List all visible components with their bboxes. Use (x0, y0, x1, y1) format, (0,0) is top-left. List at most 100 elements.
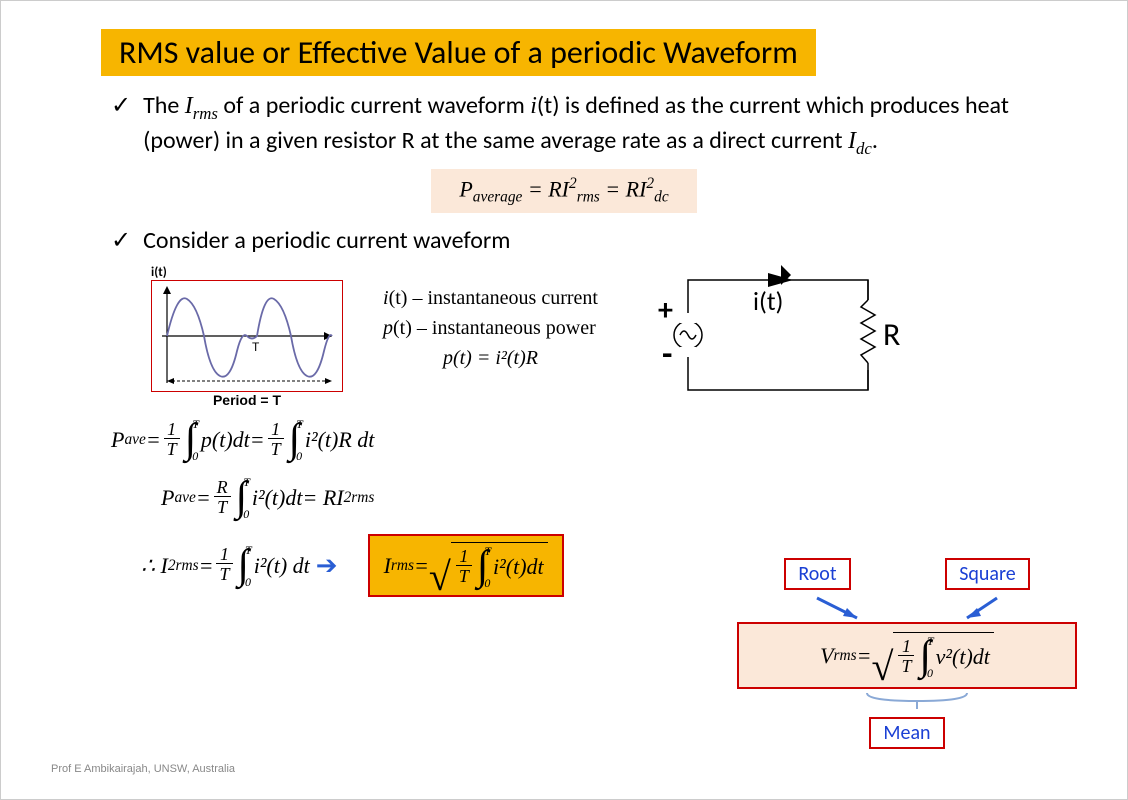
middle-row: i(t) T Period = T i(t) – instantaneous c… (151, 265, 1077, 410)
txt: 0 (927, 667, 934, 679)
txt: = (414, 553, 429, 579)
txt: 0 (245, 576, 252, 588)
brace-icon (737, 689, 1077, 711)
check-icon: ✓ (111, 90, 131, 122)
txt: R (214, 478, 231, 497)
txt: i²(t)R dt (305, 427, 375, 453)
txt: 1 (164, 420, 180, 439)
arrow-icon: ➔ (316, 551, 338, 581)
txt: = (196, 485, 211, 511)
txt: i²(t) dt (254, 553, 310, 579)
square-tag: Square (945, 558, 1029, 590)
derivation-block: Pave = 1T ∫T0 p(t)dt = 1T ∫T0 i²(t)R dt … (111, 418, 691, 597)
vrms-equation: Vrms = √ 1T ∫T0 v²(t)dt (737, 622, 1077, 689)
waveform-figure: i(t) T Period = T (151, 265, 343, 408)
txt: = RI (522, 176, 569, 201)
txt: T (243, 476, 250, 488)
txt: T (216, 564, 232, 586)
svg-text:-: - (662, 334, 672, 375)
bullet-2-text: Consider a periodic current waveform (143, 225, 510, 257)
txt: P (161, 485, 174, 511)
power-eq: p(t) = i²(t)R (383, 343, 598, 373)
txt: = (146, 427, 161, 453)
txt: i²(t)dt (252, 485, 303, 511)
svg-text:i(t): i(t) (753, 285, 783, 317)
txt: 1 (216, 545, 232, 564)
txt: = (857, 643, 872, 669)
circuit-diagram: + - i(t) R (618, 265, 908, 410)
txt: T (192, 418, 199, 430)
slide: RMS value or Effective Value of a period… (0, 0, 1128, 800)
bullet-1: ✓ The Irms of a periodic current wavefor… (111, 90, 1037, 161)
period-label: Period = T (151, 392, 343, 408)
txt: 1 (898, 637, 914, 656)
slide-title: RMS value or Effective Value of a period… (101, 29, 816, 76)
txt: rms (391, 557, 414, 575)
txt: = RI (600, 176, 647, 201)
txt: p(t)dt (201, 427, 250, 453)
txt: 2 (569, 175, 577, 192)
txt: 0 (296, 450, 303, 462)
txt: 0 (192, 450, 199, 462)
txt: = (199, 553, 214, 579)
txt: I (848, 128, 856, 154)
svg-text:T: T (252, 340, 260, 354)
txt: rms (193, 104, 218, 123)
txt: (t) (389, 287, 408, 309)
root-tag: Root (784, 558, 850, 590)
txt: I (384, 553, 391, 579)
txt: ∴ I (141, 553, 168, 579)
txt: I (185, 93, 193, 119)
equation-paverage: Paverage = RI2rms = RI2dc (51, 169, 1077, 213)
txt: The (143, 91, 185, 120)
txt: = RI (302, 485, 343, 511)
txt: dc (654, 189, 669, 206)
txt: = (250, 427, 265, 453)
txt: T (484, 545, 491, 557)
txt: ave (174, 489, 195, 507)
txt: i²(t)dt (493, 554, 544, 580)
txt: rms (351, 489, 374, 507)
txt: dc (856, 139, 872, 158)
vrms-panel: Root Square Vrms = √ 1T ∫T0 v²(t)dt (737, 558, 1077, 749)
txt: 0 (484, 577, 491, 589)
txt: i (530, 93, 537, 119)
txt: T (268, 439, 284, 461)
txt: – instantaneous power (412, 317, 596, 339)
bullet-2: ✓ Consider a periodic current waveform (111, 225, 1037, 257)
txt: T (898, 656, 914, 678)
deriv-line-1: Pave = 1T ∫T0 p(t)dt = 1T ∫T0 i²(t)R dt (111, 418, 691, 462)
txt: . (872, 126, 878, 155)
txt: 2 (646, 175, 654, 192)
deriv-line-2: Pave = RT ∫T0 i²(t)dt = RI2rms (161, 476, 691, 520)
txt: T (296, 418, 303, 430)
txt: T (456, 566, 472, 588)
svg-text:+: + (658, 292, 673, 329)
txt: T (164, 439, 180, 461)
check-icon: ✓ (111, 225, 131, 257)
waveform-ylabel: i(t) (151, 265, 343, 280)
txt: P (111, 427, 124, 453)
txt: ave (124, 431, 145, 449)
txt: rms (176, 557, 199, 575)
txt: v²(t)dt (936, 644, 990, 670)
txt: T (245, 544, 252, 556)
txt: – instantaneous current (407, 287, 598, 309)
txt: 1 (268, 420, 284, 439)
txt: of a periodic current waveform (218, 91, 530, 120)
txt: 0 (243, 508, 250, 520)
txt: P (459, 176, 472, 201)
txt: rms (577, 189, 600, 206)
txt: rms (834, 647, 857, 665)
arrows-down-icon (737, 596, 1077, 622)
txt: (t) (393, 317, 412, 339)
txt: average (473, 189, 523, 206)
txt: T (927, 635, 934, 647)
mean-tag: Mean (869, 717, 944, 749)
deriv-line-3: ∴ I2rms = 1T ∫T0 i²(t) dt ➔ Irms = √ 1T … (141, 534, 691, 597)
txt: V (820, 643, 833, 669)
footer-credit: Prof E Ambikairajah, UNSW, Australia (51, 763, 235, 775)
svg-text:R: R (883, 315, 900, 354)
txt: p (383, 317, 393, 339)
bullet-1-text: The Irms of a periodic current waveform … (143, 90, 1037, 161)
